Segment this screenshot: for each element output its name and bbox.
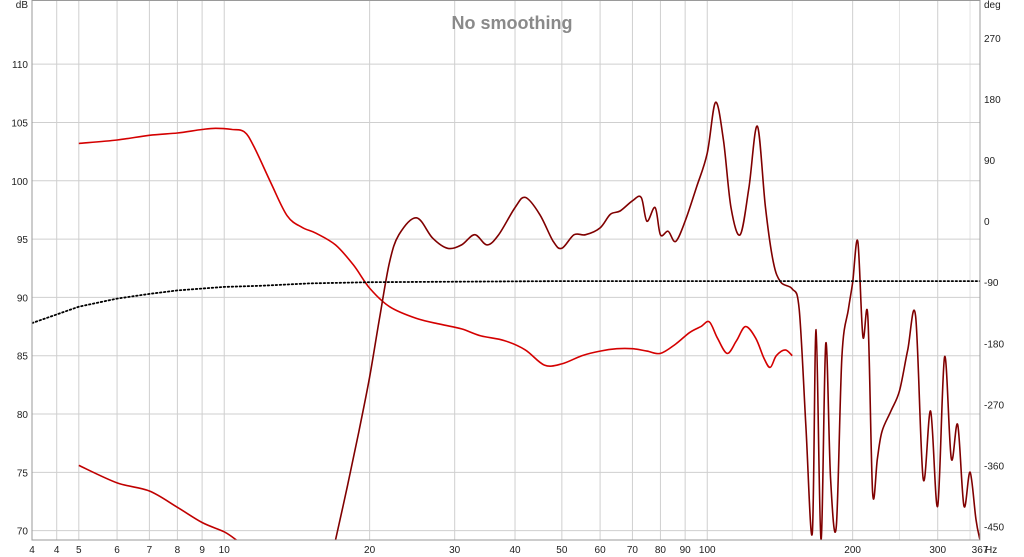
x-tick-label: 90 xyxy=(680,545,692,556)
x-tick-label: 10 xyxy=(219,545,231,556)
x-tick-label: 9 xyxy=(199,545,205,556)
plot-border xyxy=(31,0,981,541)
series-line-2 xyxy=(78,464,237,540)
y-left-tick-label: 90 xyxy=(17,293,29,304)
y-left-tick-label: 95 xyxy=(17,235,29,246)
series-layer xyxy=(32,101,980,540)
x-tick-label: 30 xyxy=(449,545,461,556)
x-tick-label: 100 xyxy=(699,545,716,556)
y-left-tick-label: 80 xyxy=(17,410,29,421)
y-right-tick-label: -360 xyxy=(984,461,1004,472)
x-tick-label: 6 xyxy=(114,545,120,556)
y-left-tick-label: 110 xyxy=(12,60,28,71)
x-tick-label: 50 xyxy=(556,545,568,556)
y-left-tick-label: 75 xyxy=(17,468,29,479)
y-left-unit: dB xyxy=(16,0,29,11)
x-tick-label: 300 xyxy=(929,545,946,556)
x-tick-label: 367 xyxy=(972,545,989,556)
y-right-tick-label: -90 xyxy=(984,278,999,289)
y-left-tick-label: 85 xyxy=(17,352,29,363)
x-tick-label: 80 xyxy=(655,545,667,556)
y-left-tick-label: 100 xyxy=(11,177,28,188)
y-right-tick-label: 270 xyxy=(984,34,1001,45)
series-line-3 xyxy=(334,101,980,540)
y-right-tick-label: -450 xyxy=(984,522,1004,533)
x-unit: Hz xyxy=(985,545,997,556)
x-tick-label: 7 xyxy=(147,545,153,556)
x-tick-label: 5 xyxy=(76,545,82,556)
plot-background xyxy=(32,0,980,540)
x-tick-label: 4 xyxy=(29,545,35,556)
y-right-tick-label: 0 xyxy=(984,217,990,228)
y-left-tick-label: 70 xyxy=(17,527,29,538)
y-left-tick-label: 105 xyxy=(11,118,28,129)
y-right-tick-label: 90 xyxy=(984,156,996,167)
axes-layer: 4 4 5 6 7 8 9 10 20 30 40 50 60 70 80 90 100 200 300 367 70 7… xyxy=(11,0,1004,556)
series-line-1 xyxy=(78,127,793,369)
x-tick-label: 4 xyxy=(54,545,60,556)
x-tick-label: 60 xyxy=(595,545,607,556)
y-right-tick-label: -180 xyxy=(984,339,1004,350)
y-right-tick-label: 180 xyxy=(984,95,1001,106)
x-tick-label: 40 xyxy=(509,545,521,556)
x-tick-label: 70 xyxy=(627,545,639,556)
y-right-unit: deg xyxy=(984,0,1001,11)
grid xyxy=(31,0,981,540)
x-tick-label: 20 xyxy=(364,545,376,556)
chart-title: No smoothing xyxy=(452,13,573,33)
x-tick-label: 8 xyxy=(175,545,181,556)
series-line-4 xyxy=(32,280,980,324)
x-tick-label: 200 xyxy=(844,545,861,556)
y-right-tick-label: -270 xyxy=(984,400,1004,411)
